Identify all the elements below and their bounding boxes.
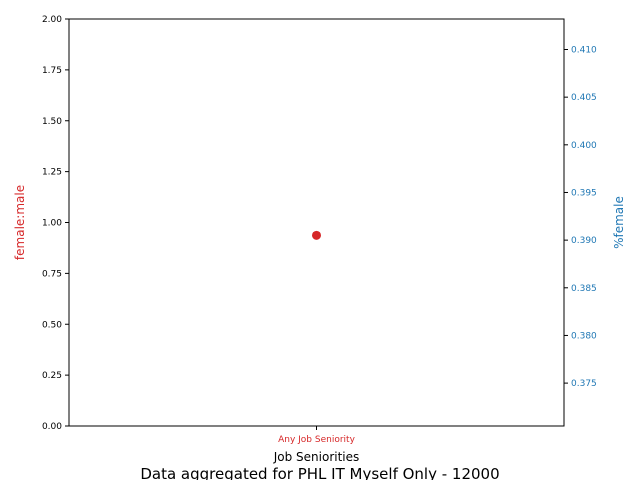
left-tick-label: 0.00: [42, 422, 62, 432]
left-tick-label: 2.00: [42, 15, 62, 25]
chart-caption: Data aggregated for PHL IT Myself Only -…: [140, 465, 499, 480]
left-tick-label: 0.75: [42, 269, 62, 279]
data-point: [312, 230, 321, 240]
left-axis-ticks: 0.00 0.25 0.50 0.75 1.00 1.25 1.50 1.75 2.00: [42, 15, 69, 432]
right-tick-label: 0.390: [571, 236, 597, 246]
left-tick-label: 0.25: [42, 371, 62, 381]
left-axis-label: female:male: [13, 185, 27, 260]
right-tick-label: 0.405: [571, 93, 597, 103]
right-tick-label: 0.375: [571, 379, 597, 389]
right-axis-label: %female: [612, 196, 626, 249]
left-tick-label: 1.00: [42, 219, 62, 229]
right-tick-label: 0.380: [571, 331, 597, 341]
left-tick-label: 1.50: [42, 117, 62, 127]
x-axis-ticks: Any Job Seniority: [278, 426, 356, 445]
left-tick-label: 1.75: [42, 66, 62, 76]
right-tick-label: 0.400: [571, 141, 597, 151]
left-tick-label: 1.25: [42, 168, 62, 178]
data-points: [312, 230, 321, 240]
x-tick-label: Any Job Seniority: [278, 435, 355, 445]
plot-area: [68, 18, 565, 427]
right-tick-label: 0.385: [571, 284, 597, 294]
right-tick-label: 0.410: [571, 46, 597, 56]
x-axis-label: Job Seniorities: [273, 450, 360, 464]
right-axis-ticks: 0.375 0.380 0.385 0.390 0.395 0.400 0.405 0.410: [564, 46, 597, 389]
left-tick-label: 0.50: [42, 320, 62, 330]
right-tick-label: 0.395: [571, 188, 597, 198]
